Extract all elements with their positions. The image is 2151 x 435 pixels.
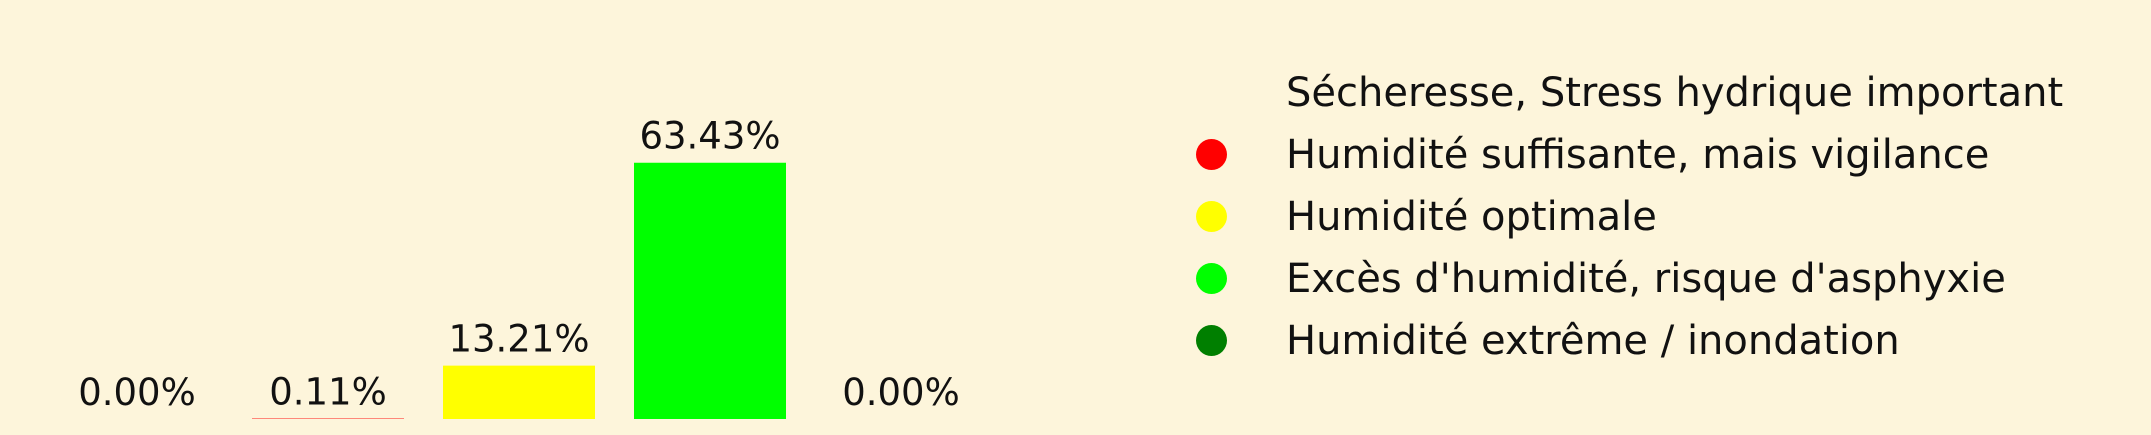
- legend-label: Sécheresse, Stress hydrique important: [1286, 70, 2064, 116]
- legend-label: Excès d'humidité, risque d'asphyxie: [1286, 256, 2006, 302]
- legend-marker-icon: [1196, 325, 1227, 356]
- legend-label: Humidité optimale: [1286, 194, 1657, 240]
- legend-marker-icon: [1196, 263, 1227, 294]
- bar-chart: 0.00% 0.11% 13.21% 63.43% 0.00%: [78, 115, 960, 419]
- legend-marker-icon: [1196, 77, 1227, 108]
- legend-label: Humidité extrême / inondation: [1286, 318, 1900, 364]
- bar-value-label-2: 0.11%: [269, 371, 387, 414]
- bar-value-label-4: 63.43%: [639, 115, 780, 158]
- legend-label: Humidité suffisante, mais vigilance: [1286, 132, 1990, 178]
- bar-value-label-1: 0.00%: [78, 371, 196, 414]
- bar-value-label-3: 13.21%: [448, 318, 589, 361]
- bar-value-label-5: 0.00%: [842, 371, 960, 414]
- legend-marker-icon: [1196, 139, 1227, 170]
- legend-marker-icon: [1196, 201, 1227, 232]
- bar-4: [634, 162, 786, 419]
- bar-3: [443, 365, 595, 419]
